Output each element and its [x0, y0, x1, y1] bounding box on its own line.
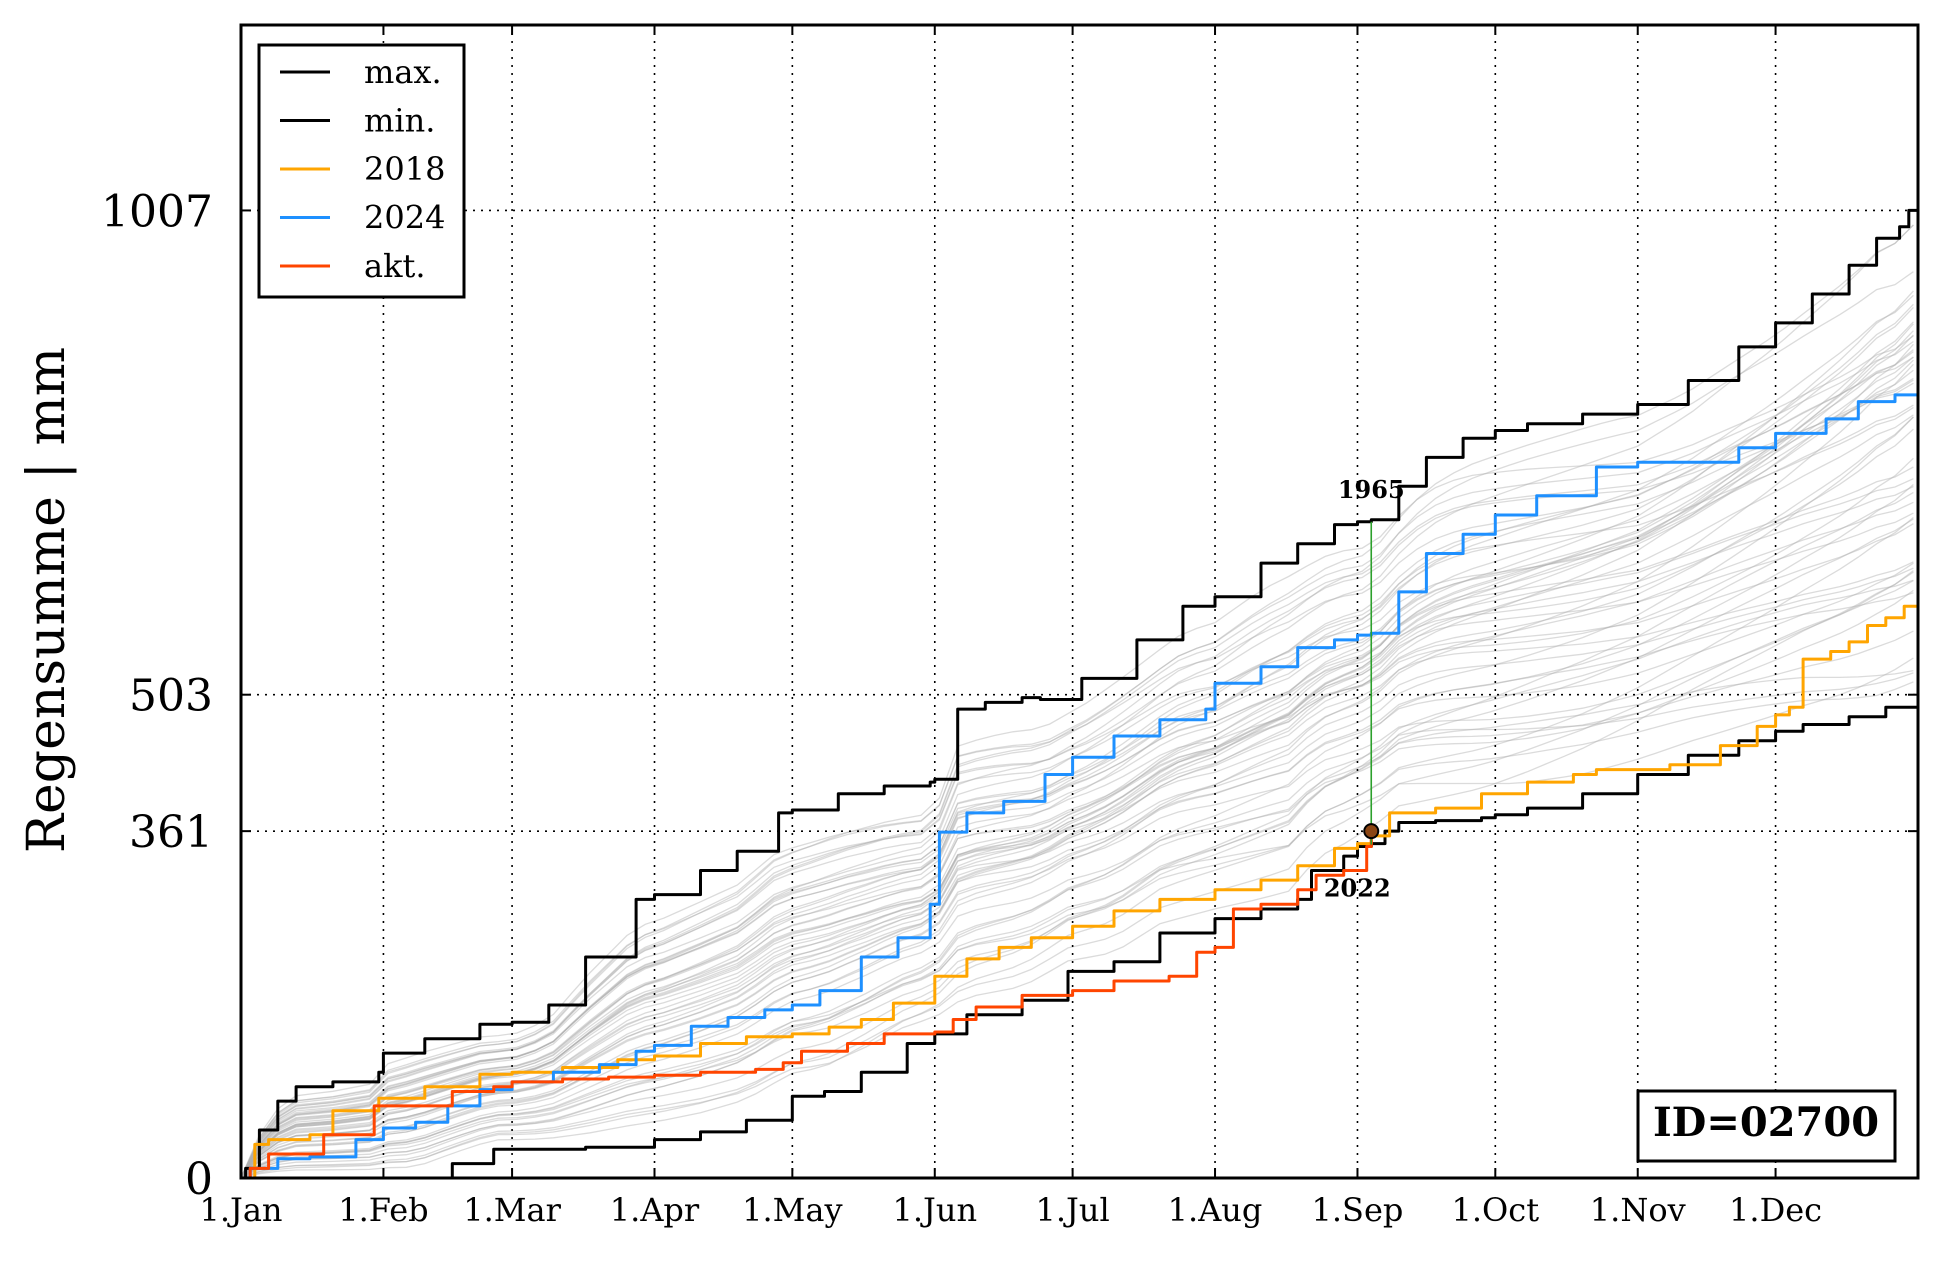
x-tick-label: 1.Jan — [199, 1191, 282, 1229]
id-box: ID=02700 — [1636, 1089, 1897, 1163]
background-year-line — [240, 589, 1914, 1179]
background-year-line — [240, 271, 1914, 1179]
ticks: 1.Jan 1.Feb 1.Mar 1.Apr 1.May 1.Jun 1.Jul 1.Aug… — [101, 25, 1918, 1229]
background-year-line — [240, 335, 1914, 1179]
background-year-line — [240, 485, 1914, 1179]
background-year-line — [240, 512, 1914, 1179]
background-year-line — [240, 414, 1914, 1179]
background-year-line — [240, 669, 1914, 1179]
background-year-line — [240, 306, 1914, 1179]
background-year-line — [240, 428, 1914, 1179]
legend-label: max. — [364, 53, 442, 91]
legend-label: akt. — [364, 247, 426, 285]
background-year-line — [240, 478, 1914, 1179]
background-year-line — [240, 672, 1914, 1179]
background-year-line — [240, 579, 1914, 1179]
annotation-max-year: 1965 — [1338, 475, 1405, 504]
y-tick-label: 503 — [129, 671, 213, 722]
background-year-line — [240, 323, 1914, 1179]
x-tick-label: 1.Mar — [463, 1191, 561, 1229]
background-year-line — [240, 351, 1914, 1179]
y-tick-label: 0 — [185, 1154, 213, 1205]
x-tick-label: 1.Jul — [1036, 1191, 1110, 1229]
current-value-marker — [1363, 823, 1380, 840]
annotation-layer: 1965 2022 — [1324, 475, 1405, 903]
x-tick-label: 1.Oct — [1452, 1191, 1540, 1229]
background-year-line — [240, 416, 1914, 1179]
background-year-line — [240, 592, 1914, 1179]
background-year-line — [240, 562, 1914, 1179]
background-year-line — [240, 561, 1914, 1179]
background-year-line — [240, 379, 1914, 1179]
series-line-max — [241, 208, 1918, 1180]
x-tick-label: 1.Aug — [1168, 1191, 1263, 1229]
background-year-line — [240, 416, 1914, 1179]
background-year-line — [240, 343, 1914, 1179]
series-layer — [241, 208, 1920, 1180]
background-year-line — [240, 484, 1914, 1179]
x-tick-label: 1.Dec — [1729, 1191, 1822, 1229]
background-year-line — [240, 334, 1914, 1179]
x-tick-label: 1.Feb — [338, 1191, 428, 1229]
background-year-lines — [240, 224, 1914, 1179]
series-line-2018 — [241, 604, 1920, 1180]
legend-box — [257, 43, 466, 299]
legend: max. min. 2018 2024 akt. — [257, 43, 466, 299]
axes — [239, 23, 1920, 1180]
background-year-line — [240, 518, 1914, 1179]
y-tick-label: 361 — [129, 807, 213, 858]
background-year-line — [240, 349, 1914, 1179]
background-year-line — [240, 290, 1914, 1179]
background-year-line — [240, 356, 1914, 1179]
background-year-line — [240, 523, 1914, 1179]
id-label: ID=02700 — [1653, 1099, 1879, 1146]
plot-frame — [239, 23, 1920, 1180]
legend-label: 2024 — [364, 199, 445, 237]
background-year-line — [240, 657, 1914, 1179]
background-year-line — [240, 406, 1914, 1179]
background-year-line — [240, 571, 1914, 1179]
annotation-min-year: 2022 — [1324, 874, 1391, 903]
x-tick-label: 1.Nov — [1590, 1191, 1686, 1229]
y-tick-label: 1007 — [101, 186, 213, 237]
legend-label: 2018 — [364, 150, 445, 188]
y-axis-label: Regensumme | mm — [17, 347, 77, 853]
x-tick-label: 1.Jun — [892, 1191, 977, 1229]
background-year-line — [240, 501, 1914, 1179]
grid — [240, 25, 1918, 1178]
x-tick-label: 1.May — [742, 1191, 842, 1229]
x-tick-label: 1.Sep — [1312, 1191, 1404, 1229]
background-year-line — [240, 567, 1914, 1179]
series-line-akt — [241, 831, 1373, 1180]
background-year-line — [240, 340, 1914, 1179]
background-year-line — [240, 516, 1914, 1179]
background-year-line — [240, 377, 1914, 1179]
background-year-line — [240, 359, 1914, 1179]
series-line-2024 — [241, 393, 1918, 1180]
background-year-line — [240, 321, 1914, 1179]
background-year-line — [240, 356, 1914, 1179]
background-year-line — [240, 580, 1914, 1179]
background-year-line — [240, 303, 1914, 1179]
series-line-min — [241, 694, 1920, 1180]
background-year-line — [240, 630, 1914, 1179]
background-year-line — [240, 224, 1914, 1179]
legend-label: min. — [364, 102, 435, 140]
background-year-line — [240, 382, 1914, 1179]
background-year-line — [240, 330, 1914, 1179]
background-year-line — [240, 681, 1914, 1179]
background-year-line — [240, 294, 1914, 1179]
background-year-line — [240, 491, 1914, 1179]
background-year-line — [240, 224, 1914, 1179]
x-tick-label: 1.Apr — [610, 1191, 700, 1229]
